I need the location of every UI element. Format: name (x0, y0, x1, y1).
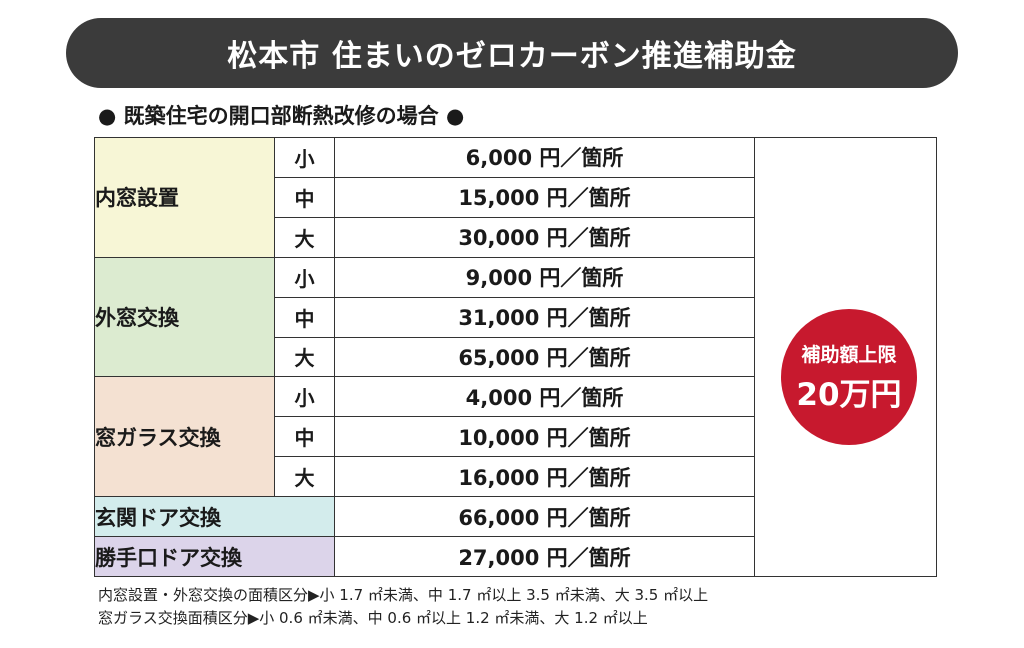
section-heading: ● 既築住宅の開口部断熱改修の場合 ● (98, 104, 465, 128)
category-outer-window: 外窓交換 (94, 256, 275, 378)
size-label: 中 (274, 176, 335, 218)
size-label: 大 (274, 336, 335, 378)
price-cell: 66,000 円／箇所 (334, 496, 755, 538)
size-label: 小 (274, 376, 335, 418)
table-row: 内窓設置 小 6,000 円／箇所 補助額上限 20万円 (94, 137, 937, 577)
category-entrance-door: 玄関ドア交換 (94, 496, 335, 538)
price-cell: 16,000 円／箇所 (334, 456, 755, 498)
table-row: 中 15,000 円／箇所 (95, 176, 937, 218)
title-banner: 松本市 住まいのゼロカーボン推進補助金 (66, 18, 958, 88)
size-label: 小 (274, 137, 335, 178)
category-glass: 窓ガラス交換 (94, 376, 275, 498)
table-row: 中 31,000 円／箇所 (95, 296, 937, 338)
badge-value: 20万円 (796, 377, 902, 413)
subsidy-limit-badge: 補助額上限 20万円 (781, 309, 917, 445)
category-inner-window: 内窓設置 (94, 137, 275, 258)
table-row: 外窓交換 小 9,000 円／箇所 (94, 256, 937, 378)
price-cell: 65,000 円／箇所 (334, 336, 755, 378)
table-row: 大 65,000 円／箇所 (95, 336, 937, 378)
price-cell: 9,000 円／箇所 (334, 256, 755, 298)
footnote-area-window: 内窓設置・外窓交換の面積区分▶小 1.7 ㎡未満、中 1.7 ㎡以上 3.5 ㎡… (98, 586, 709, 604)
size-label: 中 (274, 296, 335, 338)
price-cell: 6,000 円／箇所 (334, 137, 755, 178)
table-row: 中 10,000 円／箇所 (95, 416, 937, 458)
table-row: 大 16,000 円／箇所 (95, 456, 937, 498)
badge-cell: 補助額上限 20万円 (754, 137, 937, 577)
size-label: 大 (274, 456, 335, 498)
footnotes: 内窓設置・外窓交換の面積区分▶小 1.7 ㎡未満、中 1.7 ㎡以上 3.5 ㎡… (98, 584, 708, 630)
page-title: 松本市 住まいのゼロカーボン推進補助金 (227, 39, 797, 74)
footnote-area-glass: 窓ガラス交換面積区分▶小 0.6 ㎡未満、中 0.6 ㎡以上 1.2 ㎡未満、大… (98, 609, 648, 627)
table-row: 大 30,000 円／箇所 (95, 216, 937, 258)
badge-label: 補助額上限 (801, 344, 897, 366)
price-cell: 4,000 円／箇所 (334, 376, 755, 418)
price-cell: 10,000 円／箇所 (334, 416, 755, 458)
category-back-door: 勝手口ドア交換 (94, 536, 335, 577)
table-row: 勝手口ドア交換 27,000 円／箇所 (94, 536, 937, 577)
size-label: 小 (274, 256, 335, 298)
size-label: 大 (274, 216, 335, 258)
price-cell: 31,000 円／箇所 (334, 296, 755, 338)
price-cell: 15,000 円／箇所 (334, 176, 755, 218)
size-label: 中 (274, 416, 335, 458)
subsidy-table: 内窓設置 小 6,000 円／箇所 補助額上限 20万円 中 15,000 円／… (94, 137, 937, 577)
price-cell: 27,000 円／箇所 (334, 536, 755, 577)
price-cell: 30,000 円／箇所 (334, 216, 755, 258)
table-row: 窓ガラス交換 小 4,000 円／箇所 (94, 376, 937, 498)
